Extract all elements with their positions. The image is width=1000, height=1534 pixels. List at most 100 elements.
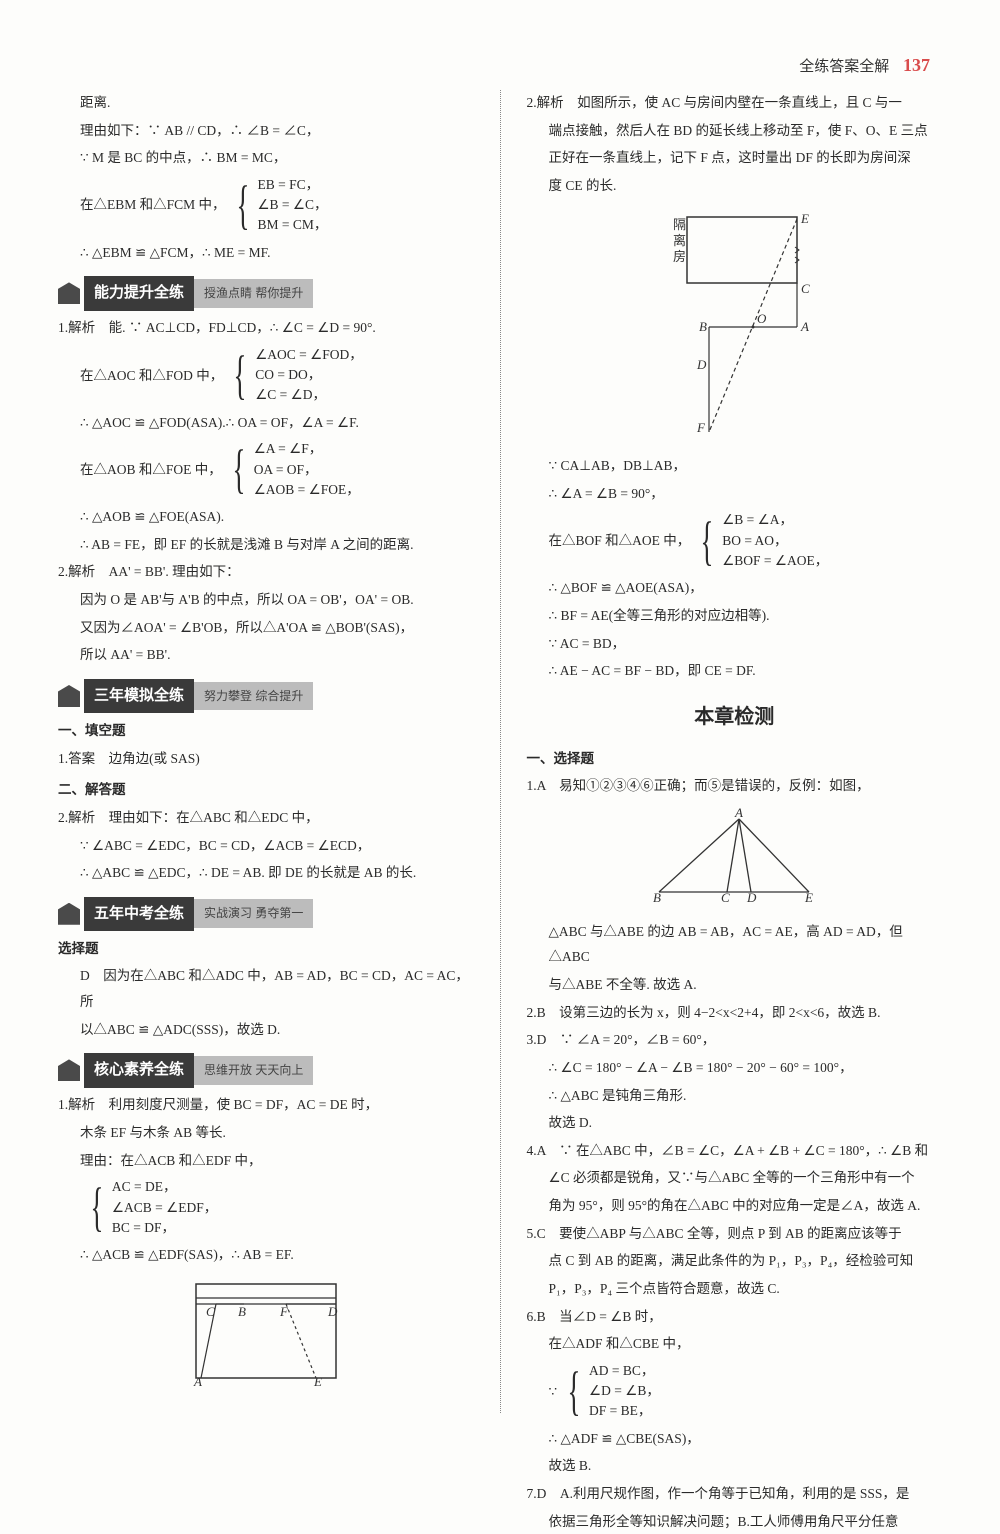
- text-line: 角为 95°，则 95°的角在△ABC 中的对应角一定是∠A，故选 A.: [527, 1193, 943, 1219]
- svg-text:房: 房: [673, 249, 686, 264]
- svg-text:C: C: [801, 281, 810, 296]
- text-line: 7.D A.利用尺规作图，作一个角等于已知角，利用的是 SSS，是: [527, 1481, 943, 1507]
- svg-text:D: D: [327, 1304, 338, 1319]
- brace-line: ∠B = ∠A，: [722, 510, 828, 530]
- text-line: 2.解析 如图所示，使 AC 与房间内壁在一条直线上，且 C 与一: [527, 90, 943, 116]
- svg-text:B: B: [238, 1304, 246, 1319]
- text-line: 1.A 易知①②③④⑥正确；而⑤是错误的，反例：如图，: [527, 773, 943, 799]
- brace-line: AC = DE，: [112, 1177, 217, 1197]
- brace-block: 在△AOC 和△FOD 中， { ∠AOC = ∠FOD， CO = DO， ∠…: [58, 345, 474, 406]
- text-line: ∵ ∠ABC = ∠EDC，BC = CD，∠ACB = ∠ECD，: [58, 833, 474, 859]
- text-line: 依据三角形全等知识解决问题；B.工人师傅用角尺平分任意: [527, 1509, 943, 1534]
- page-number: 137: [903, 55, 930, 75]
- banner-mark-icon: [58, 685, 80, 707]
- brace-line: ∠A = ∠F，: [254, 439, 360, 459]
- svg-text:E: E: [800, 211, 809, 226]
- figure-1: C B F D A E: [58, 1276, 474, 1395]
- text-line: ∴ △ACB ≌ △EDF(SAS)，∴ AB = EF.: [58, 1242, 474, 1268]
- text-line: 故选 D.: [527, 1110, 943, 1136]
- text-line: 1.解析 能. ∵ AC⊥CD，FD⊥CD，∴ ∠C = ∠D = 90°.: [58, 315, 474, 341]
- banner-mark-icon: [58, 903, 80, 925]
- text-line: 6.B 当∠D = ∠B 时，: [527, 1304, 943, 1330]
- sub-heading: 一、填空题: [58, 718, 474, 744]
- sub-heading: 二、解答题: [58, 777, 474, 803]
- text-line: ∴ △BOF ≌ △AOE(ASA)，: [527, 575, 943, 601]
- sub-heading: 选择题: [58, 936, 474, 962]
- left-column: 距离. 理由如下：∵ AB // CD，∴ ∠B = ∠C， ∵ M 是 BC …: [50, 90, 482, 1413]
- text-line: 1.解析 利用刻度尺测量，使 BC = DF，AC = DE 时，: [58, 1092, 474, 1118]
- text-line: ∴ ∠A = ∠B = 90°，: [527, 481, 943, 507]
- text-line: ∴ BF = AE(全等三角形的对应边相等).: [527, 603, 943, 629]
- text-line: P₁，P₃，P₄ 三个点皆符合题意，故选 C.: [527, 1276, 943, 1302]
- left-brace-icon: {: [234, 351, 247, 400]
- text-line: ∴ △ABC 是钝角三角形.: [527, 1083, 943, 1109]
- text-line: 5.C 要使△ABP 与△ABC 全等，则点 P 到 AB 的距离应该等于: [527, 1221, 943, 1247]
- brace-block: 在△EBM 和△FCM 中， { EB = FC， ∠B = ∠C， BM = …: [58, 175, 474, 236]
- brace-pre: 在△BOF 和△AOE 中，: [549, 528, 691, 554]
- column-divider: [500, 90, 501, 1413]
- header-text: 全练答案全解: [799, 59, 889, 75]
- brace-line: ∠ACB = ∠EDF，: [112, 1198, 217, 1218]
- text-line: 木条 EF 与木条 AB 等长.: [58, 1120, 474, 1146]
- svg-text:B: B: [699, 319, 707, 334]
- text-line: 2.解析 理由如下：在△ABC 和△EDC 中，: [58, 805, 474, 831]
- svg-text:E: E: [313, 1374, 322, 1386]
- sub-heading: 一、选择题: [527, 746, 943, 772]
- page-header: 全练答案全解 137: [799, 55, 930, 76]
- brace-pre: 在△EBM 和△FCM 中，: [80, 192, 226, 218]
- figure-3: A B C D E: [527, 807, 943, 911]
- brace-line: ∠AOB = ∠FOE，: [254, 480, 360, 500]
- brace-pre: ∵: [549, 1379, 558, 1405]
- left-brace-icon: {: [701, 517, 714, 566]
- text-line: 度 CE 的长.: [527, 173, 943, 199]
- svg-text:C: C: [721, 890, 730, 902]
- left-brace-icon: {: [232, 445, 245, 494]
- banner-sub: 努力攀登 综合提升: [194, 682, 313, 711]
- banner-mark-icon: [58, 282, 80, 304]
- text-line: ∴ △ADF ≌ △CBE(SAS)，: [527, 1426, 943, 1452]
- text-line: 3.D ∵ ∠A = 20°，∠B = 60°，: [527, 1027, 943, 1053]
- brace-line: ∠BOF = ∠AOE，: [722, 551, 828, 571]
- text-line: 因为 O 是 AB'与 A'B 的中点，所以 OA = OB'，OA' = OB…: [58, 587, 474, 613]
- svg-text:C: C: [206, 1304, 215, 1319]
- brace-line: ∠C = ∠D，: [255, 385, 363, 405]
- text-line: 在△ADF 和△CBE 中，: [527, 1331, 943, 1357]
- text-line: ∵ CA⊥AB，DB⊥AB，: [527, 453, 943, 479]
- brace-line: EB = FC，: [257, 175, 327, 195]
- text-line: ∵ M 是 BC 的中点，∴ BM = MC，: [58, 145, 474, 171]
- banner-sub: 思维开放 天天向上: [194, 1056, 313, 1085]
- svg-text:B: B: [653, 890, 661, 902]
- text-line: 点 C 到 AB 的距离，满足此条件的为 P₁，P₃，P₄，经检验可知: [527, 1248, 943, 1274]
- text-line: 所以 AA' = BB'.: [58, 642, 474, 668]
- brace-block: { AC = DE， ∠ACB = ∠EDF， BC = DF，: [58, 1177, 474, 1238]
- svg-text:隔: 隔: [673, 217, 686, 232]
- text-line: 4.A ∵ 在△ABC 中，∠B = ∠C，∠A + ∠B + ∠C = 180…: [527, 1138, 943, 1164]
- brace-block: 在△AOB 和△FOE 中， { ∠A = ∠F， OA = OF， ∠AOB …: [58, 439, 474, 500]
- text-line: ∴ ∠C = 180° − ∠A − ∠B = 180° − 20° − 60°…: [527, 1055, 943, 1081]
- left-brace-icon: {: [236, 181, 249, 230]
- text-line: ∴ △EBM ≌ △FCM，∴ ME = MF.: [58, 240, 474, 266]
- svg-text:D: D: [696, 357, 707, 372]
- brace-line: ∠D = ∠B，: [589, 1381, 660, 1401]
- svg-text:A: A: [800, 319, 809, 334]
- brace-block: 在△BOF 和△AOE 中， { ∠B = ∠A， BO = AO， ∠BOF …: [527, 510, 943, 571]
- brace-block: ∵ { AD = BC， ∠D = ∠B， DF = BE，: [527, 1361, 943, 1422]
- section-banner: 三年模拟全练 努力攀登 综合提升: [58, 682, 474, 710]
- text-line: ∵ AC = BD，: [527, 631, 943, 657]
- text-line: 故选 B.: [527, 1453, 943, 1479]
- text-line: 以△ABC ≌ △ADC(SSS)，故选 D.: [58, 1017, 474, 1043]
- brace-line: OA = OF，: [254, 460, 360, 480]
- text-line: 端点接触，然后人在 BD 的延长线上移动至 F，使 F、O、E 三点: [527, 118, 943, 144]
- section-banner: 能力提升全练 授渔点睛 帮你提升: [58, 279, 474, 307]
- svg-text:离: 离: [673, 233, 686, 248]
- text-line: D 因为在△ABC 和△ADC 中，AB = AD，BC = CD，AC = A…: [58, 963, 474, 1014]
- banner-title: 五年中考全练: [84, 897, 194, 932]
- banner-title: 核心素养全练: [84, 1053, 194, 1088]
- right-column: 2.解析 如图所示，使 AC 与房间内壁在一条直线上，且 C 与一 端点接触，然…: [519, 90, 951, 1413]
- brace-pre: 在△AOC 和△FOD 中，: [80, 363, 223, 389]
- left-brace-icon: {: [568, 1367, 581, 1416]
- text-line: 理由如下：∵ AB // CD，∴ ∠B = ∠C，: [58, 118, 474, 144]
- text-line: 又因为∠AOA' = ∠B'OB，所以△A'OA ≌ △BOB'(SAS)，: [58, 615, 474, 641]
- text-line: ∴ △AOC ≌ △FOD(ASA).∴ OA = OF，∠A = ∠F.: [58, 410, 474, 436]
- text-line: ∴ AE − AC = BF − BD，即 CE = DF.: [527, 658, 943, 684]
